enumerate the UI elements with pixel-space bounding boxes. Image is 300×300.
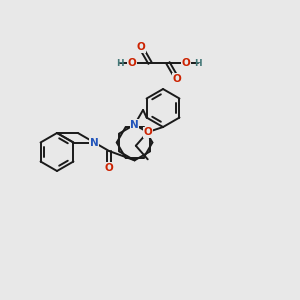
Text: H: H — [116, 58, 124, 68]
Text: N: N — [130, 120, 139, 130]
Text: O: O — [172, 74, 182, 84]
Text: O: O — [143, 127, 152, 137]
Text: N: N — [90, 137, 99, 148]
Text: O: O — [136, 42, 146, 52]
Text: H: H — [194, 58, 202, 68]
Text: O: O — [182, 58, 190, 68]
Text: O: O — [105, 163, 113, 173]
Text: O: O — [128, 58, 136, 68]
